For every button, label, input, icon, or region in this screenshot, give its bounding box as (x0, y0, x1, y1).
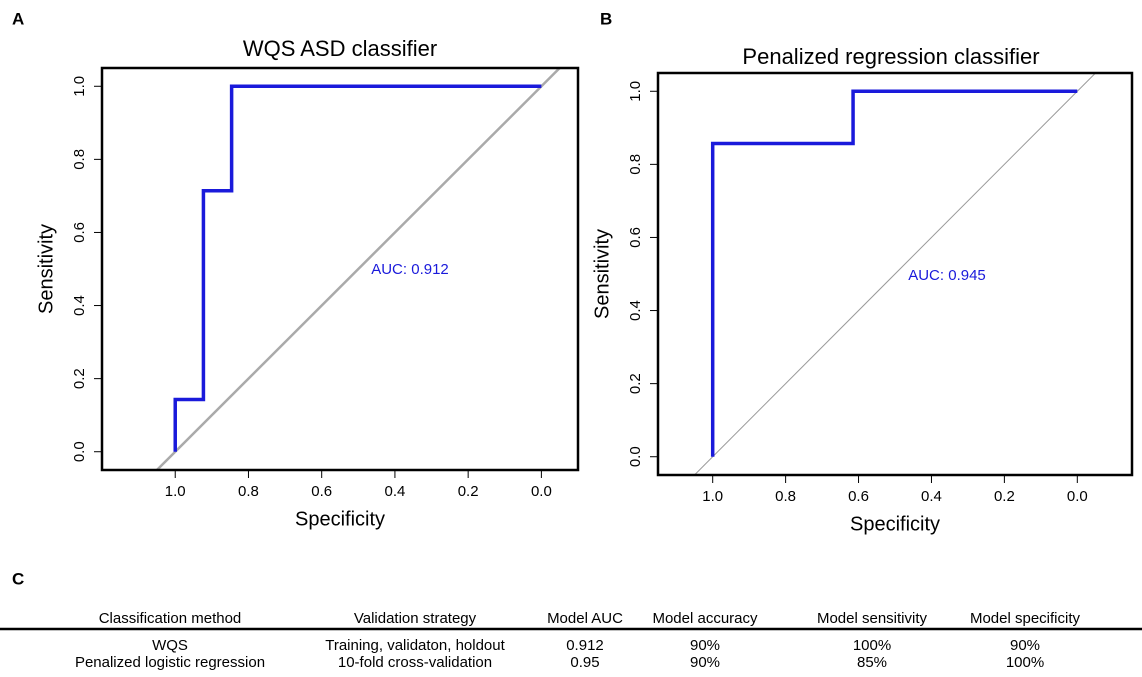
x-axis-label: Specificity (295, 508, 385, 530)
y-tick-label: 0.8 (71, 149, 88, 170)
x-tick-label: 0.0 (1067, 488, 1088, 505)
x-tick-label: 0.2 (458, 483, 479, 500)
y-tick-label: 0.0 (627, 446, 644, 467)
plot-frame (100, 66, 580, 472)
table-header: Classification method (99, 610, 242, 627)
panel-label: A (12, 9, 24, 28)
panel-label: B (600, 9, 612, 28)
plot-frame (656, 71, 1134, 477)
table-cell: Training, validaton, holdout (325, 637, 505, 654)
table-cell: 100% (853, 637, 891, 654)
x-tick-label: 0.0 (531, 483, 552, 500)
table-cell: 90% (690, 637, 720, 654)
chart-title: WQS ASD classifier (243, 36, 437, 61)
x-tick-label: 0.4 (921, 488, 942, 505)
roc-curve (710, 89, 1078, 457)
x-tick-label: 0.8 (775, 488, 796, 505)
reference-diagonal (693, 73, 1097, 475)
y-axis-label: Sensitivity (591, 229, 613, 319)
table-cell: 0.95 (570, 654, 599, 671)
y-tick-label: 0.6 (71, 222, 88, 243)
y-tick-label: 0.0 (71, 441, 88, 462)
y-tick-label: 1.0 (627, 81, 644, 102)
roc-curve (173, 84, 542, 452)
x-tick-label: 0.8 (238, 483, 259, 500)
x-axis-label: Specificity (850, 513, 940, 535)
y-axis-label: Sensitivity (35, 224, 57, 314)
y-tick-label: 0.2 (71, 368, 88, 389)
x-tick-label: 1.0 (165, 483, 186, 500)
table-header: Model accuracy (652, 610, 758, 627)
x-tick-label: 0.2 (994, 488, 1015, 505)
table-cell: 90% (1010, 637, 1040, 654)
x-tick-label: 0.6 (311, 483, 332, 500)
auc-annotation: AUC: 0.945 (908, 267, 986, 284)
table-cell: 90% (690, 654, 720, 671)
y-tick-label: 0.4 (71, 295, 88, 316)
table-cell: 10-fold cross-validation (338, 654, 492, 671)
panel-label: C (12, 569, 24, 588)
auc-annotation: AUC: 0.912 (371, 261, 449, 278)
y-tick-label: 1.0 (71, 76, 88, 97)
table-cell: Penalized logistic regression (75, 654, 265, 671)
y-tick-label: 0.2 (627, 373, 644, 394)
table-cell: 0.912 (566, 637, 604, 654)
chart-title: Penalized regression classifier (742, 44, 1039, 69)
y-tick-label: 0.4 (627, 300, 644, 321)
reference-diagonal (155, 68, 562, 470)
y-tick-label: 0.8 (627, 154, 644, 175)
table-cell: 85% (857, 654, 887, 671)
x-tick-label: 1.0 (702, 488, 723, 505)
x-tick-label: 0.4 (384, 483, 405, 500)
table-header: Validation strategy (354, 610, 477, 627)
table-cell: 100% (1006, 654, 1044, 671)
table-header: Model specificity (970, 610, 1081, 627)
y-tick-label: 0.6 (627, 227, 644, 248)
table-cell: WQS (152, 637, 188, 654)
x-tick-label: 0.6 (848, 488, 869, 505)
table-header: Model sensitivity (817, 610, 928, 627)
table-header: Model AUC (547, 610, 623, 627)
